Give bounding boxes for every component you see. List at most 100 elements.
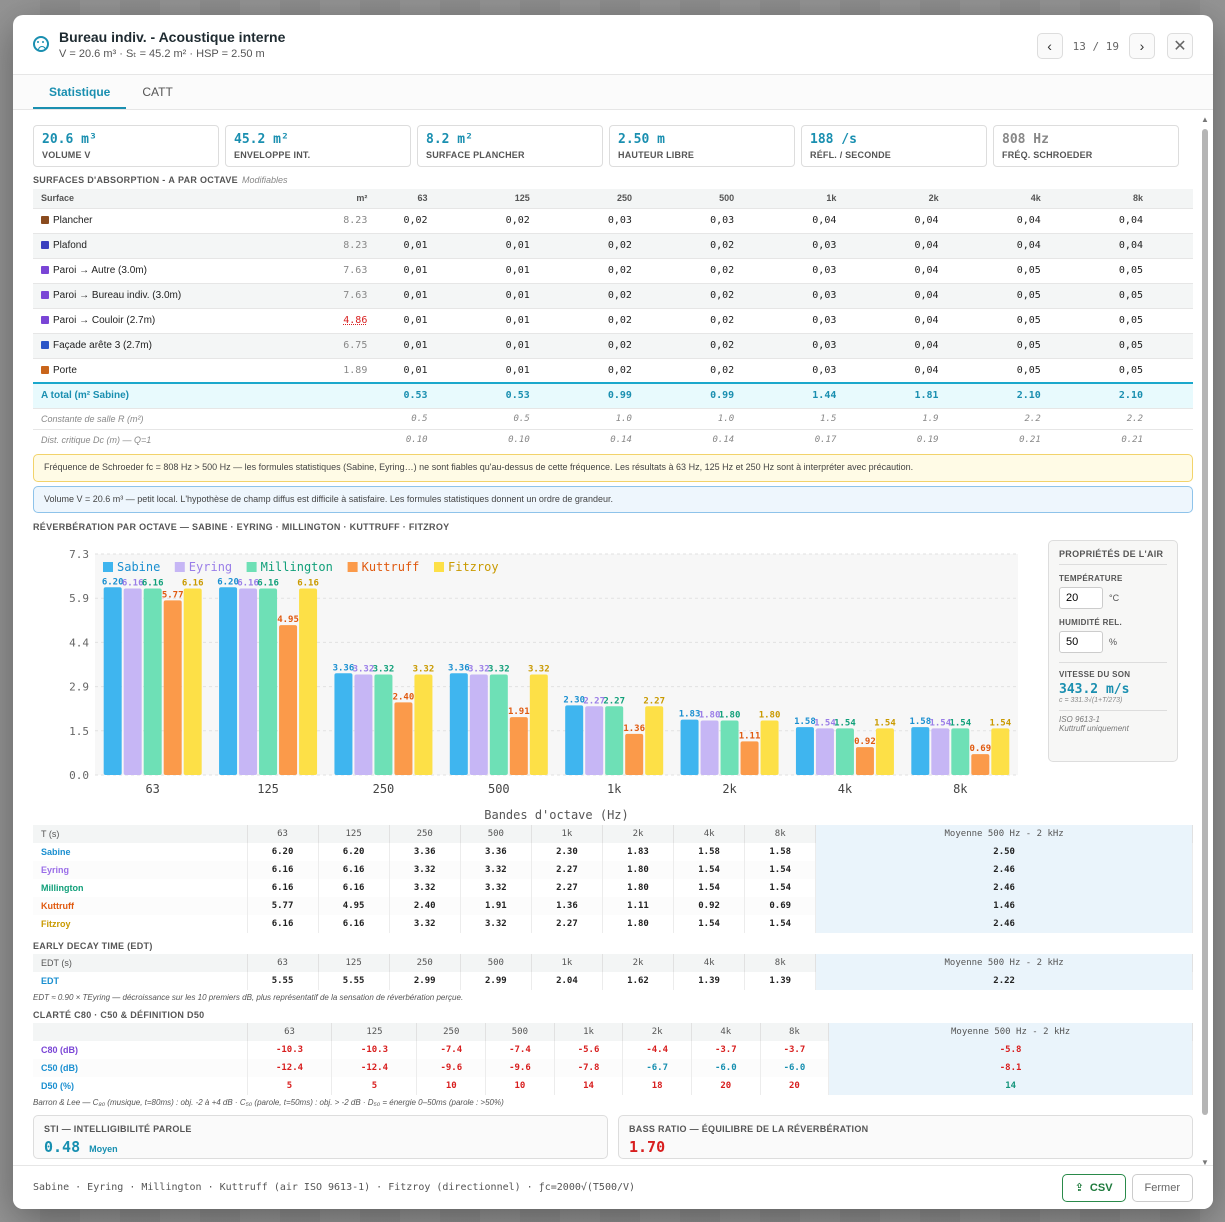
- x-tick-label: 63: [145, 782, 159, 796]
- surface-area-cell[interactable]: 8.23: [306, 232, 376, 258]
- alpha-cell[interactable]: 0,05: [988, 257, 1091, 283]
- alpha-cell[interactable]: 0,02: [681, 282, 785, 308]
- alpha-cell[interactable]: 0,05: [1090, 332, 1193, 358]
- vertical-scrollbar[interactable]: ▲ ▼: [1201, 115, 1209, 1167]
- clarity-cell: -6.7: [622, 1059, 692, 1078]
- alpha-cell[interactable]: 0,01: [375, 282, 478, 308]
- next-button[interactable]: ›: [1129, 33, 1155, 59]
- alpha-cell[interactable]: 0,02: [579, 232, 682, 258]
- alpha-cell[interactable]: 0,01: [375, 332, 478, 358]
- alpha-cell[interactable]: 0,01: [477, 232, 580, 258]
- bar-data-label: 1.80: [699, 711, 721, 721]
- alpha-cell[interactable]: 0,01: [375, 357, 478, 383]
- alpha-cell[interactable]: 0,01: [375, 307, 478, 333]
- clarity-cell: -9.6: [485, 1059, 555, 1078]
- alpha-cell[interactable]: 0,03: [681, 207, 785, 233]
- tab-statistique[interactable]: Statistique: [33, 75, 127, 109]
- alpha-cell[interactable]: 0,02: [579, 357, 682, 383]
- surface-area-cell[interactable]: 7.63: [306, 257, 376, 283]
- alpha-cell[interactable]: 0,03: [784, 332, 887, 358]
- alpha-cell[interactable]: 0,04: [988, 232, 1091, 258]
- alpha-cell[interactable]: 0,04: [1090, 232, 1193, 258]
- alpha-cell[interactable]: 0,04: [784, 207, 887, 233]
- alpha-cell[interactable]: 0,01: [375, 232, 478, 258]
- surface-name: Paroi → Couloir (2.7m): [53, 315, 156, 326]
- alpha-cell[interactable]: 0,04: [1090, 207, 1193, 233]
- alpha-cell[interactable]: 0,05: [1090, 357, 1193, 383]
- alpha-cell[interactable]: 0,04: [886, 332, 989, 358]
- alpha-cell[interactable]: 0,03: [784, 357, 887, 383]
- alpha-cell[interactable]: 0,02: [477, 207, 580, 233]
- alpha-cell[interactable]: 0,04: [886, 357, 989, 383]
- y-tick-label: 4.4: [69, 637, 89, 650]
- alpha-cell[interactable]: 0,01: [477, 307, 580, 333]
- alpha-cell[interactable]: 0,03: [784, 307, 887, 333]
- alpha-cell[interactable]: 0,02: [681, 232, 785, 258]
- surface-area-cell[interactable]: 6.75: [306, 332, 376, 358]
- alpha-cell[interactable]: 0,04: [886, 307, 989, 333]
- alpha-cell[interactable]: 0,02: [579, 282, 682, 308]
- bar-data-label: 2.30: [563, 696, 585, 706]
- edt-footnote: EDT ≈ 0.90 × TEyring — décroissance sur …: [33, 993, 464, 1003]
- alpha-cell[interactable]: 0,04: [886, 207, 989, 233]
- close-button[interactable]: Fermer: [1131, 1173, 1193, 1202]
- close-icon[interactable]: ✕: [1167, 33, 1193, 59]
- alpha-cell[interactable]: 0,03: [784, 232, 887, 258]
- alpha-cell[interactable]: 0,02: [681, 307, 785, 333]
- bar-eyring: [815, 728, 834, 776]
- humidity-input[interactable]: [1059, 631, 1103, 654]
- alpha-cell[interactable]: 0,01: [477, 282, 580, 308]
- alpha-cell[interactable]: 0,01: [477, 357, 580, 383]
- alpha-cell[interactable]: 0,02: [579, 332, 682, 358]
- alpha-cell[interactable]: 0,02: [375, 207, 478, 233]
- alpha-cell[interactable]: 0,01: [477, 332, 580, 358]
- scroll-down-icon[interactable]: ▼: [1201, 1158, 1209, 1167]
- alpha-cell[interactable]: 0,05: [1090, 307, 1193, 333]
- alpha-cell[interactable]: 0,02: [579, 307, 682, 333]
- alpha-cell[interactable]: 0,02: [579, 257, 682, 283]
- clarity-title: Clarté C80 · C50 & Définition D50: [33, 1010, 205, 1021]
- surface-area-cell[interactable]: 7.63: [306, 282, 376, 308]
- csv-export-button[interactable]: ⇪ CSV: [1061, 1173, 1126, 1202]
- scroll-up-icon[interactable]: ▲: [1201, 115, 1209, 124]
- surface-area-cell[interactable]: 8.23: [306, 207, 376, 233]
- summary-cards: STI — INTELLIGIBILITÉ PAROLE 0.48 Moyen …: [33, 1115, 1193, 1160]
- alpha-cell[interactable]: 0,05: [1090, 282, 1193, 308]
- alpha-cell[interactable]: 0,05: [988, 282, 1091, 308]
- alpha-cell[interactable]: 0,03: [579, 207, 682, 233]
- table-header-cell: 8k: [744, 825, 817, 844]
- alpha-cell[interactable]: 0,04: [886, 257, 989, 283]
- alpha-cell[interactable]: 0,02: [681, 257, 785, 283]
- value-cell: 0.53: [477, 382, 580, 408]
- bar-fitzroy: [645, 706, 664, 776]
- surface-area-cell[interactable]: 1.89: [306, 357, 376, 383]
- alpha-cell[interactable]: 0,01: [375, 257, 478, 283]
- bar-sabine: [795, 727, 814, 776]
- alpha-cell[interactable]: 0,04: [988, 207, 1091, 233]
- tab-catt[interactable]: CATT: [142, 85, 173, 99]
- table-header-cell: 1k: [531, 954, 603, 973]
- alpha-cell[interactable]: 0,03: [784, 257, 887, 283]
- alpha-cell[interactable]: 0,02: [681, 357, 785, 383]
- prev-button[interactable]: ‹: [1036, 33, 1063, 59]
- alpha-cell[interactable]: 0,05: [1090, 257, 1193, 283]
- alpha-cell[interactable]: 0,05: [988, 307, 1091, 333]
- bar-data-label: 1.54: [989, 719, 1011, 729]
- kpi-schroeder: 808 Hz Fréq. Schroeder: [993, 125, 1179, 167]
- bass-ratio-value: 1.70: [629, 1138, 666, 1157]
- alpha-cell[interactable]: 0,05: [988, 332, 1091, 358]
- alpha-cell[interactable]: 0,03: [784, 282, 887, 308]
- alpha-cell[interactable]: 0,04: [886, 232, 989, 258]
- legend-label: Eyring: [189, 560, 232, 574]
- kpi-label: Hauteur libre: [618, 150, 695, 160]
- temperature-input[interactable]: [1059, 587, 1103, 610]
- air-title: Propriétés de l'air: [1059, 549, 1167, 566]
- alpha-cell[interactable]: 0,02: [681, 332, 785, 358]
- alpha-cell[interactable]: 0,01: [477, 257, 580, 283]
- scrollbar-thumb[interactable]: [1202, 129, 1208, 1115]
- surface-area-cell[interactable]: 4.86: [306, 307, 376, 333]
- bar-data-label: 3.32: [413, 665, 435, 675]
- alpha-cell[interactable]: 0,04: [886, 282, 989, 308]
- table-header-cell: Moyenne 500 Hz - 2 kHz: [828, 1023, 1193, 1042]
- alpha-cell[interactable]: 0,05: [988, 357, 1091, 383]
